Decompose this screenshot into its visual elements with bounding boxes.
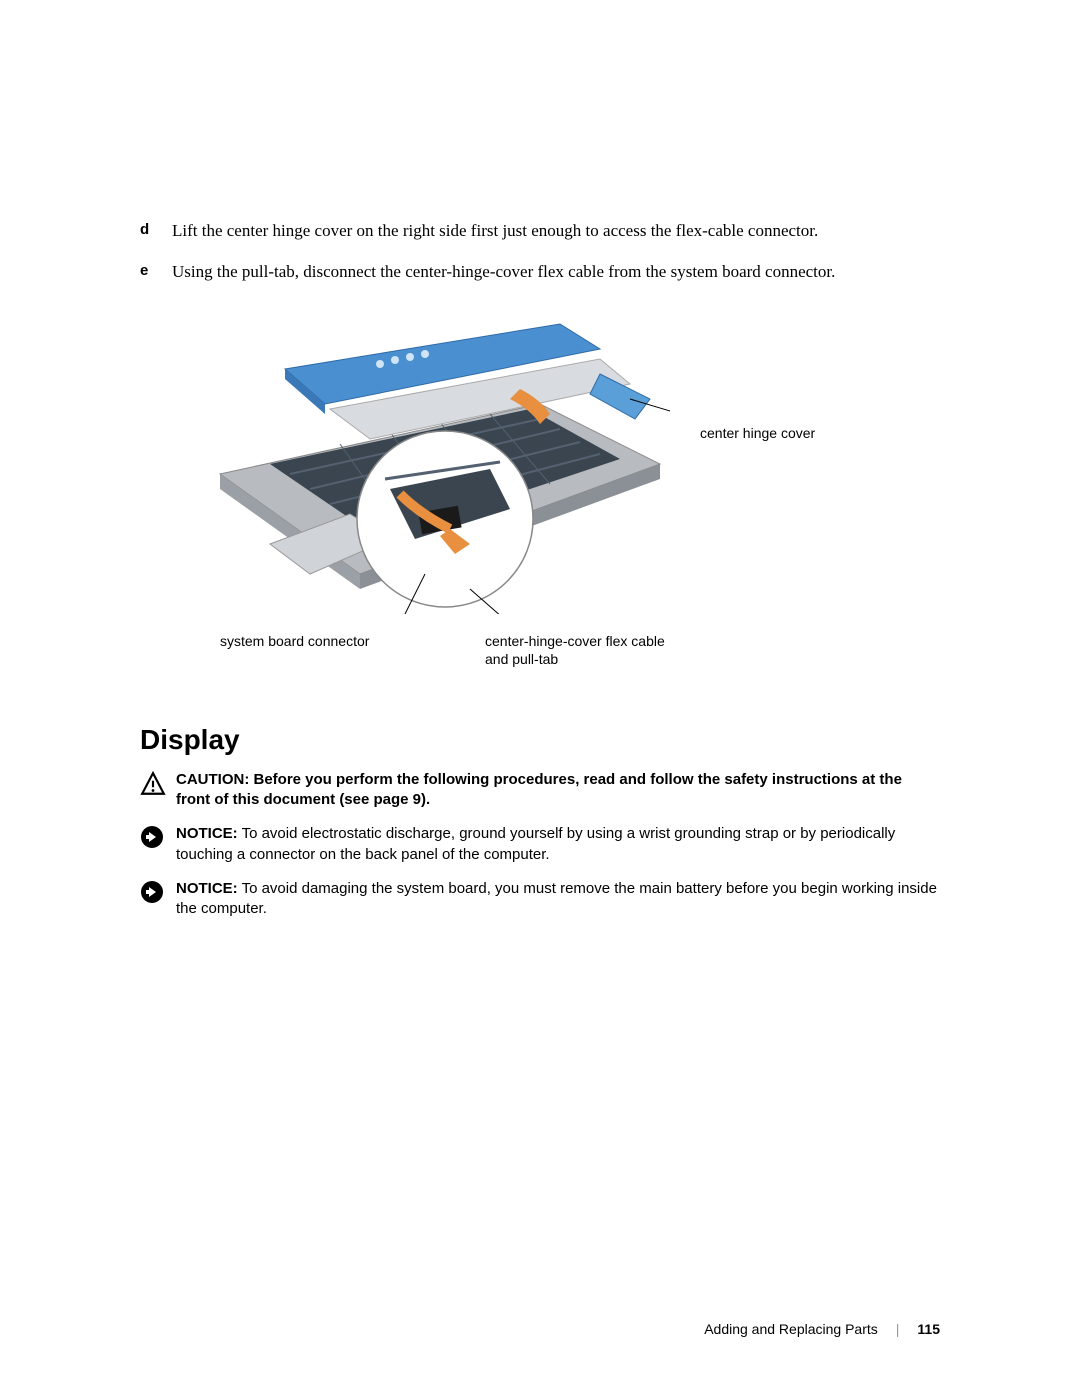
figure-laptop-hinge: center hinge cover system board connecto… [140,314,940,694]
admonition-label: NOTICE: [176,825,238,842]
admonition-body: NOTICE: To avoid electrostatic discharge… [176,824,940,865]
admonition-text: To avoid electrostatic discharge, ground… [176,825,895,862]
footer-section: Adding and Replacing Parts [704,1321,878,1337]
caution-icon [140,771,168,803]
step-text: Using the pull-tab, disconnect the cente… [172,261,835,284]
notice-icon [140,880,168,910]
step-e: e Using the pull-tab, disconnect the cen… [140,261,940,284]
step-letter: d [140,220,172,243]
callout-system-board-connector: system board connector [220,632,369,650]
admonition-text: To avoid damaging the system board, you … [176,880,937,917]
footer-separator: | [896,1321,900,1337]
step-text: Lift the center hinge cover on the right… [172,220,818,243]
admonition-text: Before you perform the following procedu… [176,771,902,808]
admonition-caution: CAUTION: Before you perform the followin… [140,770,940,811]
admonition-notice-1: NOTICE: To avoid electrostatic discharge… [140,824,940,865]
admonition-label: NOTICE: [176,880,238,897]
admonition-label: CAUTION: [176,771,249,788]
page-footer: Adding and Replacing Parts | 115 [704,1321,940,1337]
callout-center-hinge-cover: center hinge cover [700,424,820,442]
admonition-notice-2: NOTICE: To avoid damaging the system boa… [140,879,940,920]
step-d: d Lift the center hinge cover on the rig… [140,220,940,243]
callout-flex-cable: center-hinge-cover flex cable and pull-t… [485,632,665,668]
laptop-svg [190,314,670,614]
notice-icon [140,825,168,855]
section-heading-display: Display [140,724,940,756]
admonition-body: NOTICE: To avoid damaging the system boa… [176,879,940,920]
step-letter: e [140,261,172,284]
admonition-body: CAUTION: Before you perform the followin… [176,770,940,811]
footer-page-number: 115 [917,1321,940,1337]
